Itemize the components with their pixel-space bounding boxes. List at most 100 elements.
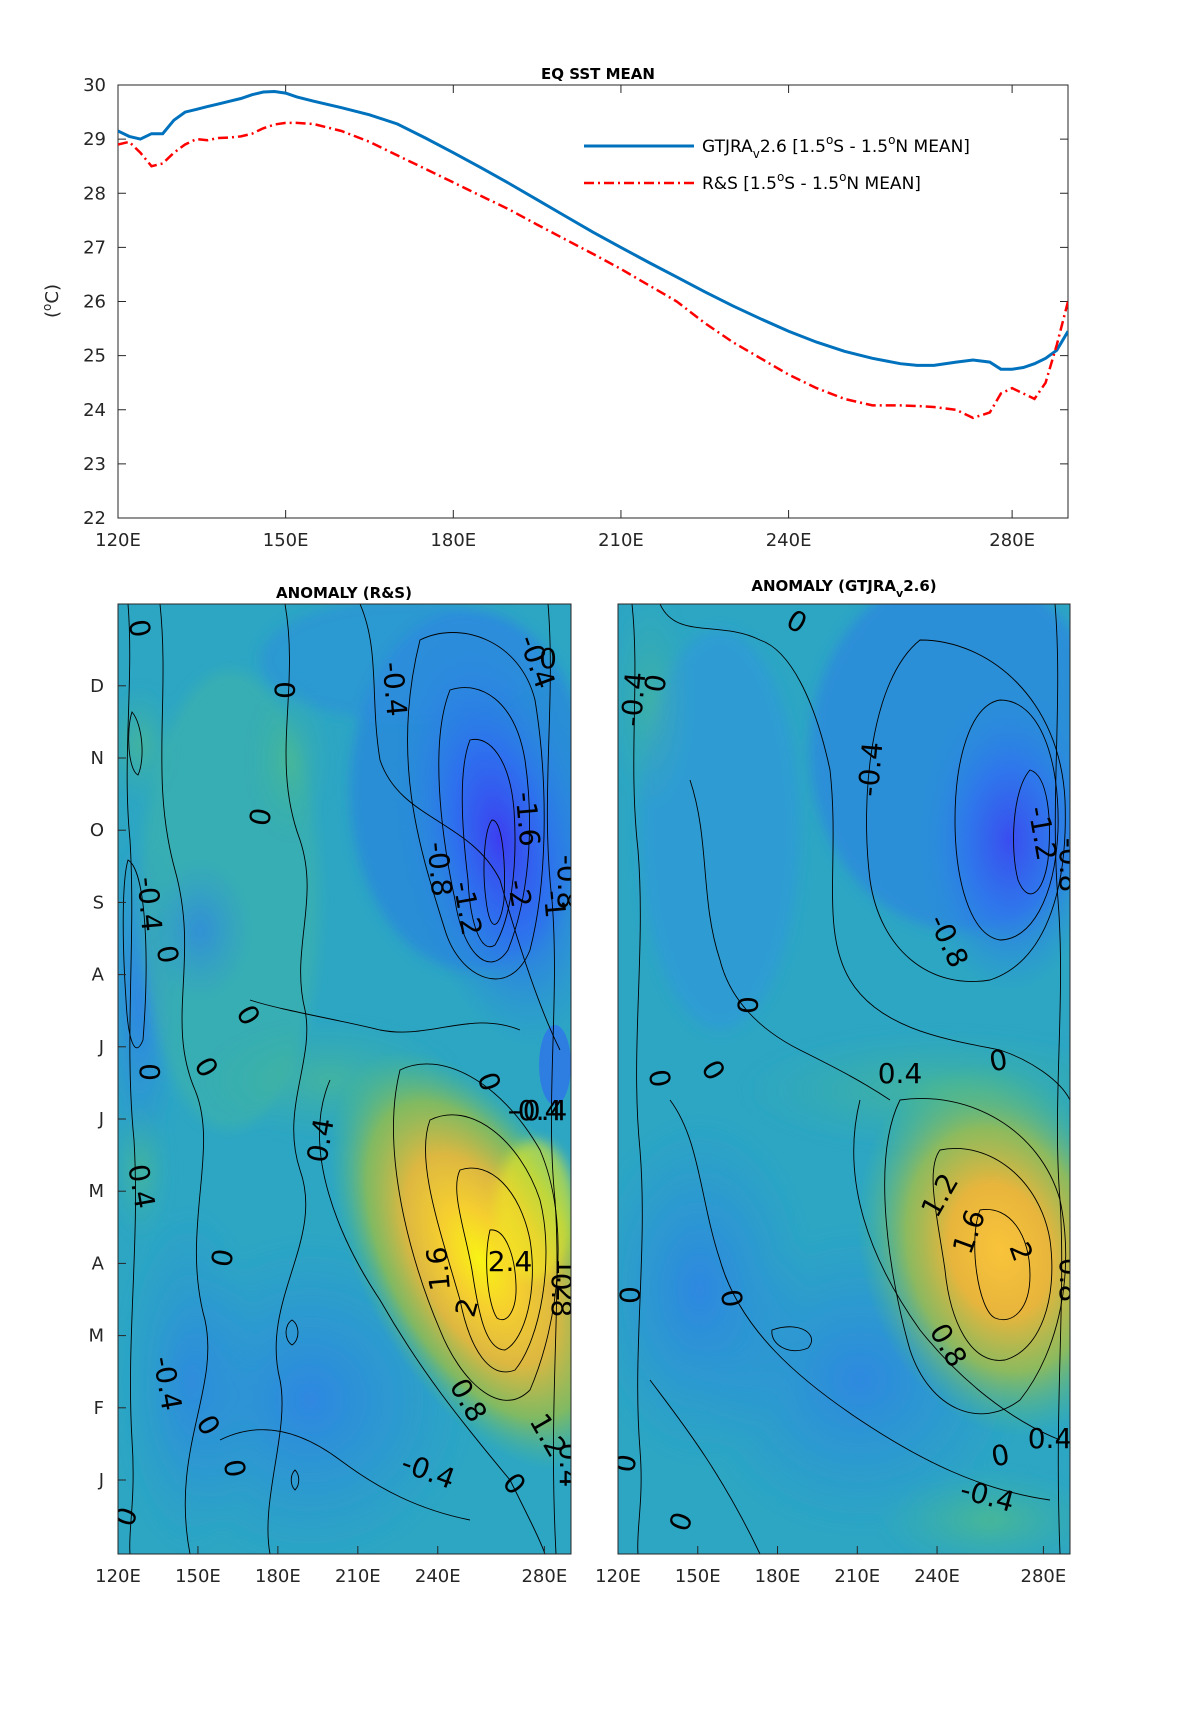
y-tick-label: 30 — [83, 75, 106, 96]
y-tick-label-month: J — [98, 1109, 104, 1130]
y-tick-label-month: M — [88, 1326, 104, 1347]
contour-label: 0 — [731, 996, 764, 1014]
x-tick-label: 150E — [175, 1566, 221, 1587]
contour-label: -1.6 — [509, 791, 547, 848]
series-line-rs — [118, 121, 1068, 420]
x-tick-label: 280E — [989, 530, 1035, 551]
legend-label-gtjra: GTJRAv2.6 [1.5oS - 1.5oN MEAN] — [702, 133, 970, 161]
x-tick-label: 150E — [263, 530, 309, 551]
contour-labels-rs: 0 -0.4 0 -0.4 0 0 -0.4 -1.6 -2 -0.8 -1.2… — [118, 617, 586, 1531]
y-tick-label: 23 — [83, 454, 106, 475]
contour-label: 0 — [133, 1063, 166, 1081]
contour-label: -0.4 — [513, 1094, 568, 1127]
sst-mean-line-chart: 22 23 24 25 26 27 28 29 30 120E 150E 180E 210E 240E 28… — [40, 65, 1069, 551]
y-tick-label-month: A — [92, 965, 105, 986]
x-tick-label: 180E — [430, 530, 476, 551]
contour-label: 0.4 — [121, 1162, 161, 1212]
degree-symbol: o — [40, 304, 54, 311]
chart-title-sst-mean: EQ SST MEAN — [541, 65, 655, 83]
contour-lines-gtjra — [631, 604, 1070, 1554]
y-tick-label-month: M — [88, 1181, 104, 1202]
contour-label: 0 — [989, 1438, 1012, 1474]
contour-label: 0 — [122, 617, 158, 640]
contour-label: 0.4 — [1028, 1422, 1073, 1455]
y-tick-label-month: D — [90, 676, 104, 697]
x-tick-label: 280E — [1021, 1566, 1067, 1587]
y-tick-label: 28 — [83, 183, 106, 204]
y-tick-label: 26 — [83, 292, 106, 313]
contour-label: 0 — [608, 1452, 644, 1475]
y-tick-label: 25 — [83, 346, 106, 367]
contour-label: 0.4 — [878, 1057, 923, 1090]
plot-frame-right — [617, 603, 1071, 1555]
contour-label: 0 — [150, 943, 186, 966]
anomaly-gtjra-heatmap: 0 -0.4 0 -0.4 -1.2 -0.8 -0.8 0 0 0.4 0 0… — [595, 577, 1086, 1587]
x-tick-label: 210E — [598, 530, 644, 551]
anomaly-rs-heatmap: 0 -0.4 0 -0.4 0 0 -0.4 -1.6 -2 -0.8 -1.2… — [88, 584, 586, 1587]
top-axis-ticks: 22 23 24 25 26 27 28 29 30 120E 150E 180E 210E 240E 28… — [83, 75, 1068, 551]
contour-label: -0.8 — [1053, 838, 1086, 893]
plot-frame-top — [117, 84, 1069, 519]
contour-label: 0.4 — [301, 1116, 341, 1166]
y-axis-label-temperature: (oC) — [40, 284, 63, 318]
contour-label: -0.8 — [421, 841, 459, 898]
y-tick-label-month: O — [90, 820, 104, 841]
contour-label: 1.6 — [420, 1245, 457, 1292]
contour-label: 0 — [217, 1457, 253, 1480]
y-tick-label: 29 — [83, 129, 106, 150]
y-tick-label-month: J — [98, 1470, 104, 1491]
x-tick-label: 180E — [755, 1566, 801, 1587]
chart-title-anomaly-gtjra: ANOMALY (GTJRAv2.6) — [751, 577, 936, 600]
x-tick-label: 240E — [914, 1566, 960, 1587]
contour-lines-rs — [122, 604, 561, 1554]
contour-label: 0 — [987, 1043, 1010, 1079]
contour-label: 0 — [242, 805, 278, 828]
contour-label: -1 — [537, 889, 572, 920]
x-tick-label: 120E — [595, 1566, 641, 1587]
x-tick-label: 120E — [95, 530, 141, 551]
x-tick-label: 120E — [95, 1566, 141, 1587]
y-tick-label: 24 — [83, 400, 106, 421]
x-tick-label: 210E — [834, 1566, 880, 1587]
x-tick-label: 280E — [521, 1566, 567, 1587]
contour-label: 0 — [642, 1067, 678, 1090]
contour-label: -2 — [501, 877, 538, 910]
contour-label: -0.4 — [131, 876, 169, 933]
x-tick-label: 240E — [766, 530, 812, 551]
contour-label: 1.2 — [550, 1258, 583, 1303]
series-line-gtjra — [118, 89, 1068, 371]
x-tick-label: 150E — [675, 1566, 721, 1587]
contour-label: -0.4 — [615, 671, 653, 728]
y-tick-label: 27 — [83, 237, 106, 258]
x-tick-label: 210E — [335, 1566, 381, 1587]
x-tick-label: 180E — [255, 1566, 301, 1587]
y-tick-label-month: S — [93, 892, 104, 913]
y-tick-label-month: N — [91, 748, 104, 769]
legend-label-rs: R&S [1.5oS - 1.5oN MEAN] — [702, 170, 921, 194]
contour-label: 0.8 — [1053, 1258, 1086, 1303]
left-heatmap-axis-ticks: 120E 150E 180E 210E 240E 280E J F M A M J J A S O N D — [88, 676, 567, 1587]
y-axis-unit: C — [42, 291, 63, 304]
y-tick-label-month: F — [94, 1398, 104, 1419]
y-tick-label: 22 — [83, 508, 106, 529]
right-heatmap-axis-ticks: 120E 150E 180E 210E 240E 280E — [595, 1546, 1066, 1587]
contour-label: 0 — [714, 1287, 750, 1310]
contour-label: 0.8 — [545, 1273, 578, 1318]
x-tick-label: 240E — [415, 1566, 461, 1587]
contour-label: 0 — [204, 1246, 240, 1269]
contour-label: -0.4 — [852, 741, 890, 798]
contour-label: 0 — [539, 642, 557, 675]
y-tick-label-month: J — [98, 1037, 104, 1058]
contour-label: -0.4 — [508, 1094, 563, 1127]
chart-title-anomaly-rs: ANOMALY (R&S) — [276, 584, 412, 602]
legend: GTJRAv2.6 [1.5oS - 1.5oN MEAN] R&S [1.5o… — [584, 133, 970, 194]
contour-label: 0 — [268, 681, 301, 699]
contour-label: 0.4 — [553, 1443, 586, 1488]
y-tick-label-month: A — [92, 1253, 105, 1274]
contour-label: 2.4 — [488, 1245, 533, 1278]
contour-label: 0 — [613, 1286, 646, 1304]
contour-label: -0.8 — [551, 855, 584, 910]
plot-frame-left — [117, 603, 572, 1555]
